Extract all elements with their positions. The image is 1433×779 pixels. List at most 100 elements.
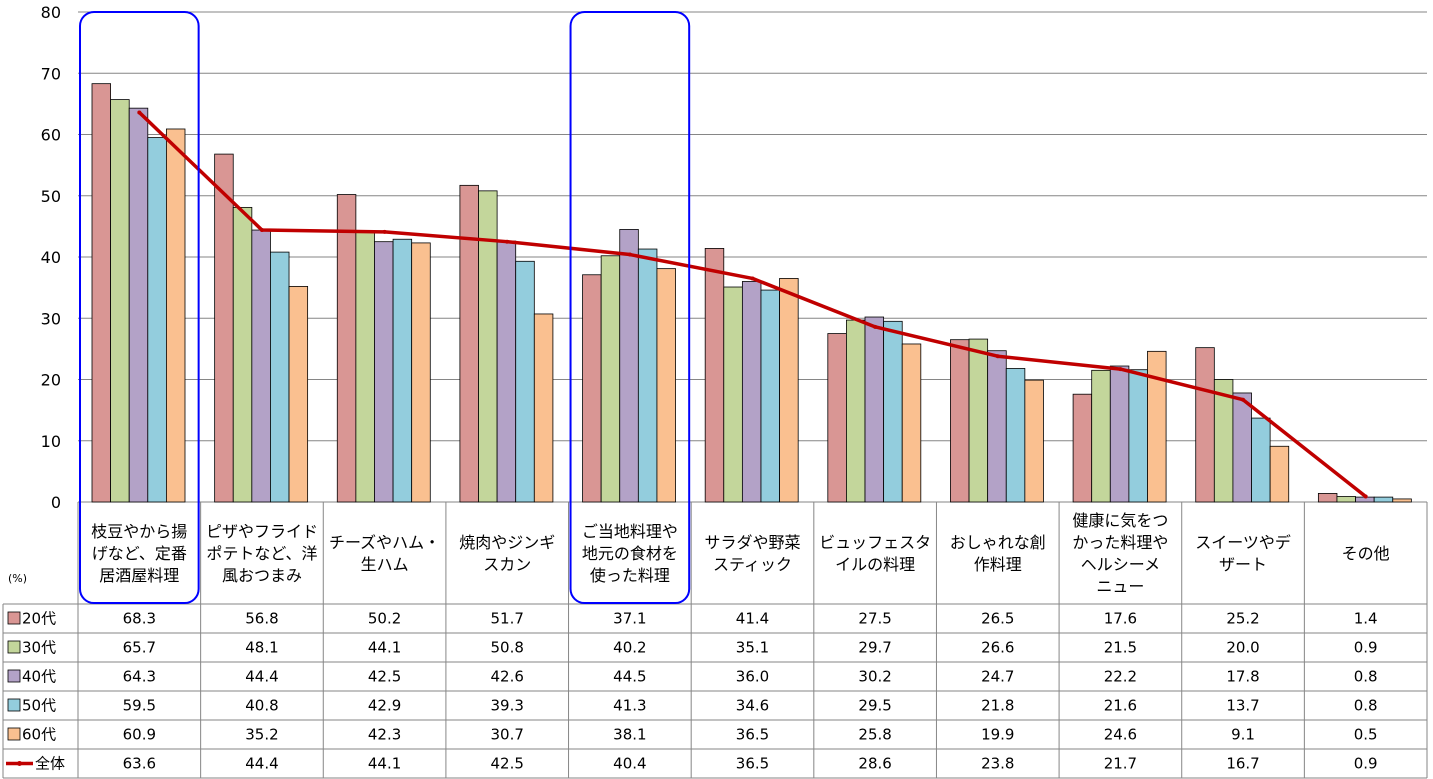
table-cell-value: 0.9 [1354, 755, 1378, 773]
bar [827, 333, 847, 503]
table-cell-value: 38.1 [613, 726, 646, 744]
y-tick-label: 20 [41, 371, 61, 390]
table-cell-value: 25.8 [858, 726, 891, 744]
overall-series-point [382, 229, 387, 234]
table-cell-value: 20.0 [1226, 639, 1259, 657]
category-label: 枝豆やから揚 [91, 522, 187, 541]
category-label: 居酒屋料理 [99, 566, 179, 585]
category-label: ビュッフェスタ [819, 533, 931, 552]
category-label: ニュー [1096, 577, 1144, 596]
category-label: 焼肉やジンギ [459, 533, 555, 552]
category-label: 生ハム [361, 555, 409, 574]
table-cell-value: 50.2 [368, 610, 401, 628]
table-cell-value: 48.1 [245, 639, 278, 657]
bar [515, 260, 535, 503]
table-cell-value: 42.9 [368, 697, 401, 715]
bar [741, 281, 762, 503]
overall-series-point [1241, 397, 1246, 402]
table-cell-value: 0.8 [1354, 697, 1378, 715]
table-cell-value: 39.3 [491, 697, 524, 715]
bar [128, 107, 149, 503]
table-cell-value: 40.8 [245, 697, 278, 715]
bar [110, 99, 130, 503]
category-label: 地元の食材を [582, 544, 678, 563]
legend-swatch [7, 669, 21, 683]
bar [392, 238, 413, 503]
overall-series-point [627, 252, 632, 257]
legend-swatch [7, 640, 21, 654]
table-cell-value: 44.4 [245, 668, 278, 686]
category-label: サラダや野菜 [704, 533, 800, 552]
category-label: 健康に気をつ [1072, 511, 1168, 530]
legend-line-marker [17, 761, 22, 766]
category-label: ザート [1219, 555, 1267, 574]
y-tick-label: 70 [41, 64, 61, 83]
y-tick-label: 0 [51, 493, 61, 512]
y-tick-label: 80 [41, 3, 61, 22]
table-cell-value: 17.8 [1226, 668, 1259, 686]
table-cell-value: 26.6 [981, 639, 1014, 657]
category-label: ポテトなど、洋 [206, 544, 317, 563]
bar [864, 316, 885, 503]
bar [459, 184, 479, 503]
table-cell-value: 42.5 [491, 755, 524, 773]
bar [1269, 445, 1290, 503]
legend-swatch [7, 611, 21, 625]
y-tick-label: 50 [41, 187, 61, 206]
bar [411, 242, 431, 503]
data-table: 20代 68.3 56.8 50.2 51.7 37.1 41.4 27.5 26.5 17.6 2… [2, 502, 1428, 779]
bar [637, 248, 658, 503]
legend-swatch [7, 698, 21, 712]
table-cell-value: 51.7 [491, 610, 524, 628]
bar [723, 286, 743, 503]
bar [1005, 368, 1026, 503]
table-cell-value: 26.5 [981, 610, 1014, 628]
table-cell-value: 63.6 [123, 755, 156, 773]
bar [968, 338, 989, 503]
bar [232, 206, 253, 503]
category-label: 作料理 [974, 555, 1022, 574]
category-label: げなど、定番 [92, 544, 187, 563]
overall-series-point [995, 354, 1000, 359]
y-tick-label: 30 [41, 309, 61, 328]
bar [1024, 379, 1044, 503]
highlight-box [79, 11, 200, 604]
bars [91, 83, 1412, 503]
bar [846, 319, 866, 503]
bar [251, 229, 271, 503]
bar [1251, 417, 1271, 503]
category-label: ヘルシーメ [1081, 555, 1160, 574]
table-cell-value: 22.2 [1104, 668, 1137, 686]
table-cell-value: 42.5 [368, 668, 401, 686]
highlight-box [569, 11, 691, 604]
table-cell-value: 1.4 [1354, 610, 1378, 628]
table-cell-value: 65.7 [123, 639, 156, 657]
table-cell-value: 24.6 [1104, 726, 1137, 744]
table-cell-value: 30.2 [858, 668, 891, 686]
overall-series-point [873, 324, 878, 329]
bar [600, 255, 621, 503]
table-cell-value: 21.7 [1104, 755, 1137, 773]
table-cell-value: 35.1 [736, 639, 769, 657]
bar [355, 231, 375, 503]
bar [883, 320, 903, 503]
table-cell-value: 60.9 [123, 726, 156, 744]
table-cell-value: 40.4 [613, 755, 646, 773]
table-cell-value: 64.3 [123, 668, 156, 686]
table-cell-value: 19.9 [981, 726, 1014, 744]
highlight-boxes [79, 11, 691, 604]
table-cell-value: 17.6 [1104, 610, 1137, 628]
bar [288, 285, 309, 503]
bar [336, 194, 357, 503]
overall-series-point [1118, 367, 1123, 372]
overall-series-point [750, 276, 755, 281]
table-cell-value: 35.2 [245, 726, 278, 744]
table-cell-value: 44.1 [368, 755, 401, 773]
table-cell-value: 21.5 [1104, 639, 1137, 657]
table-cell-value: 0.5 [1354, 726, 1378, 744]
bar [147, 137, 167, 503]
legend-label: 50代 [22, 697, 56, 715]
y-tick-label: 10 [41, 432, 61, 451]
table-cell-value: 25.2 [1226, 610, 1259, 628]
